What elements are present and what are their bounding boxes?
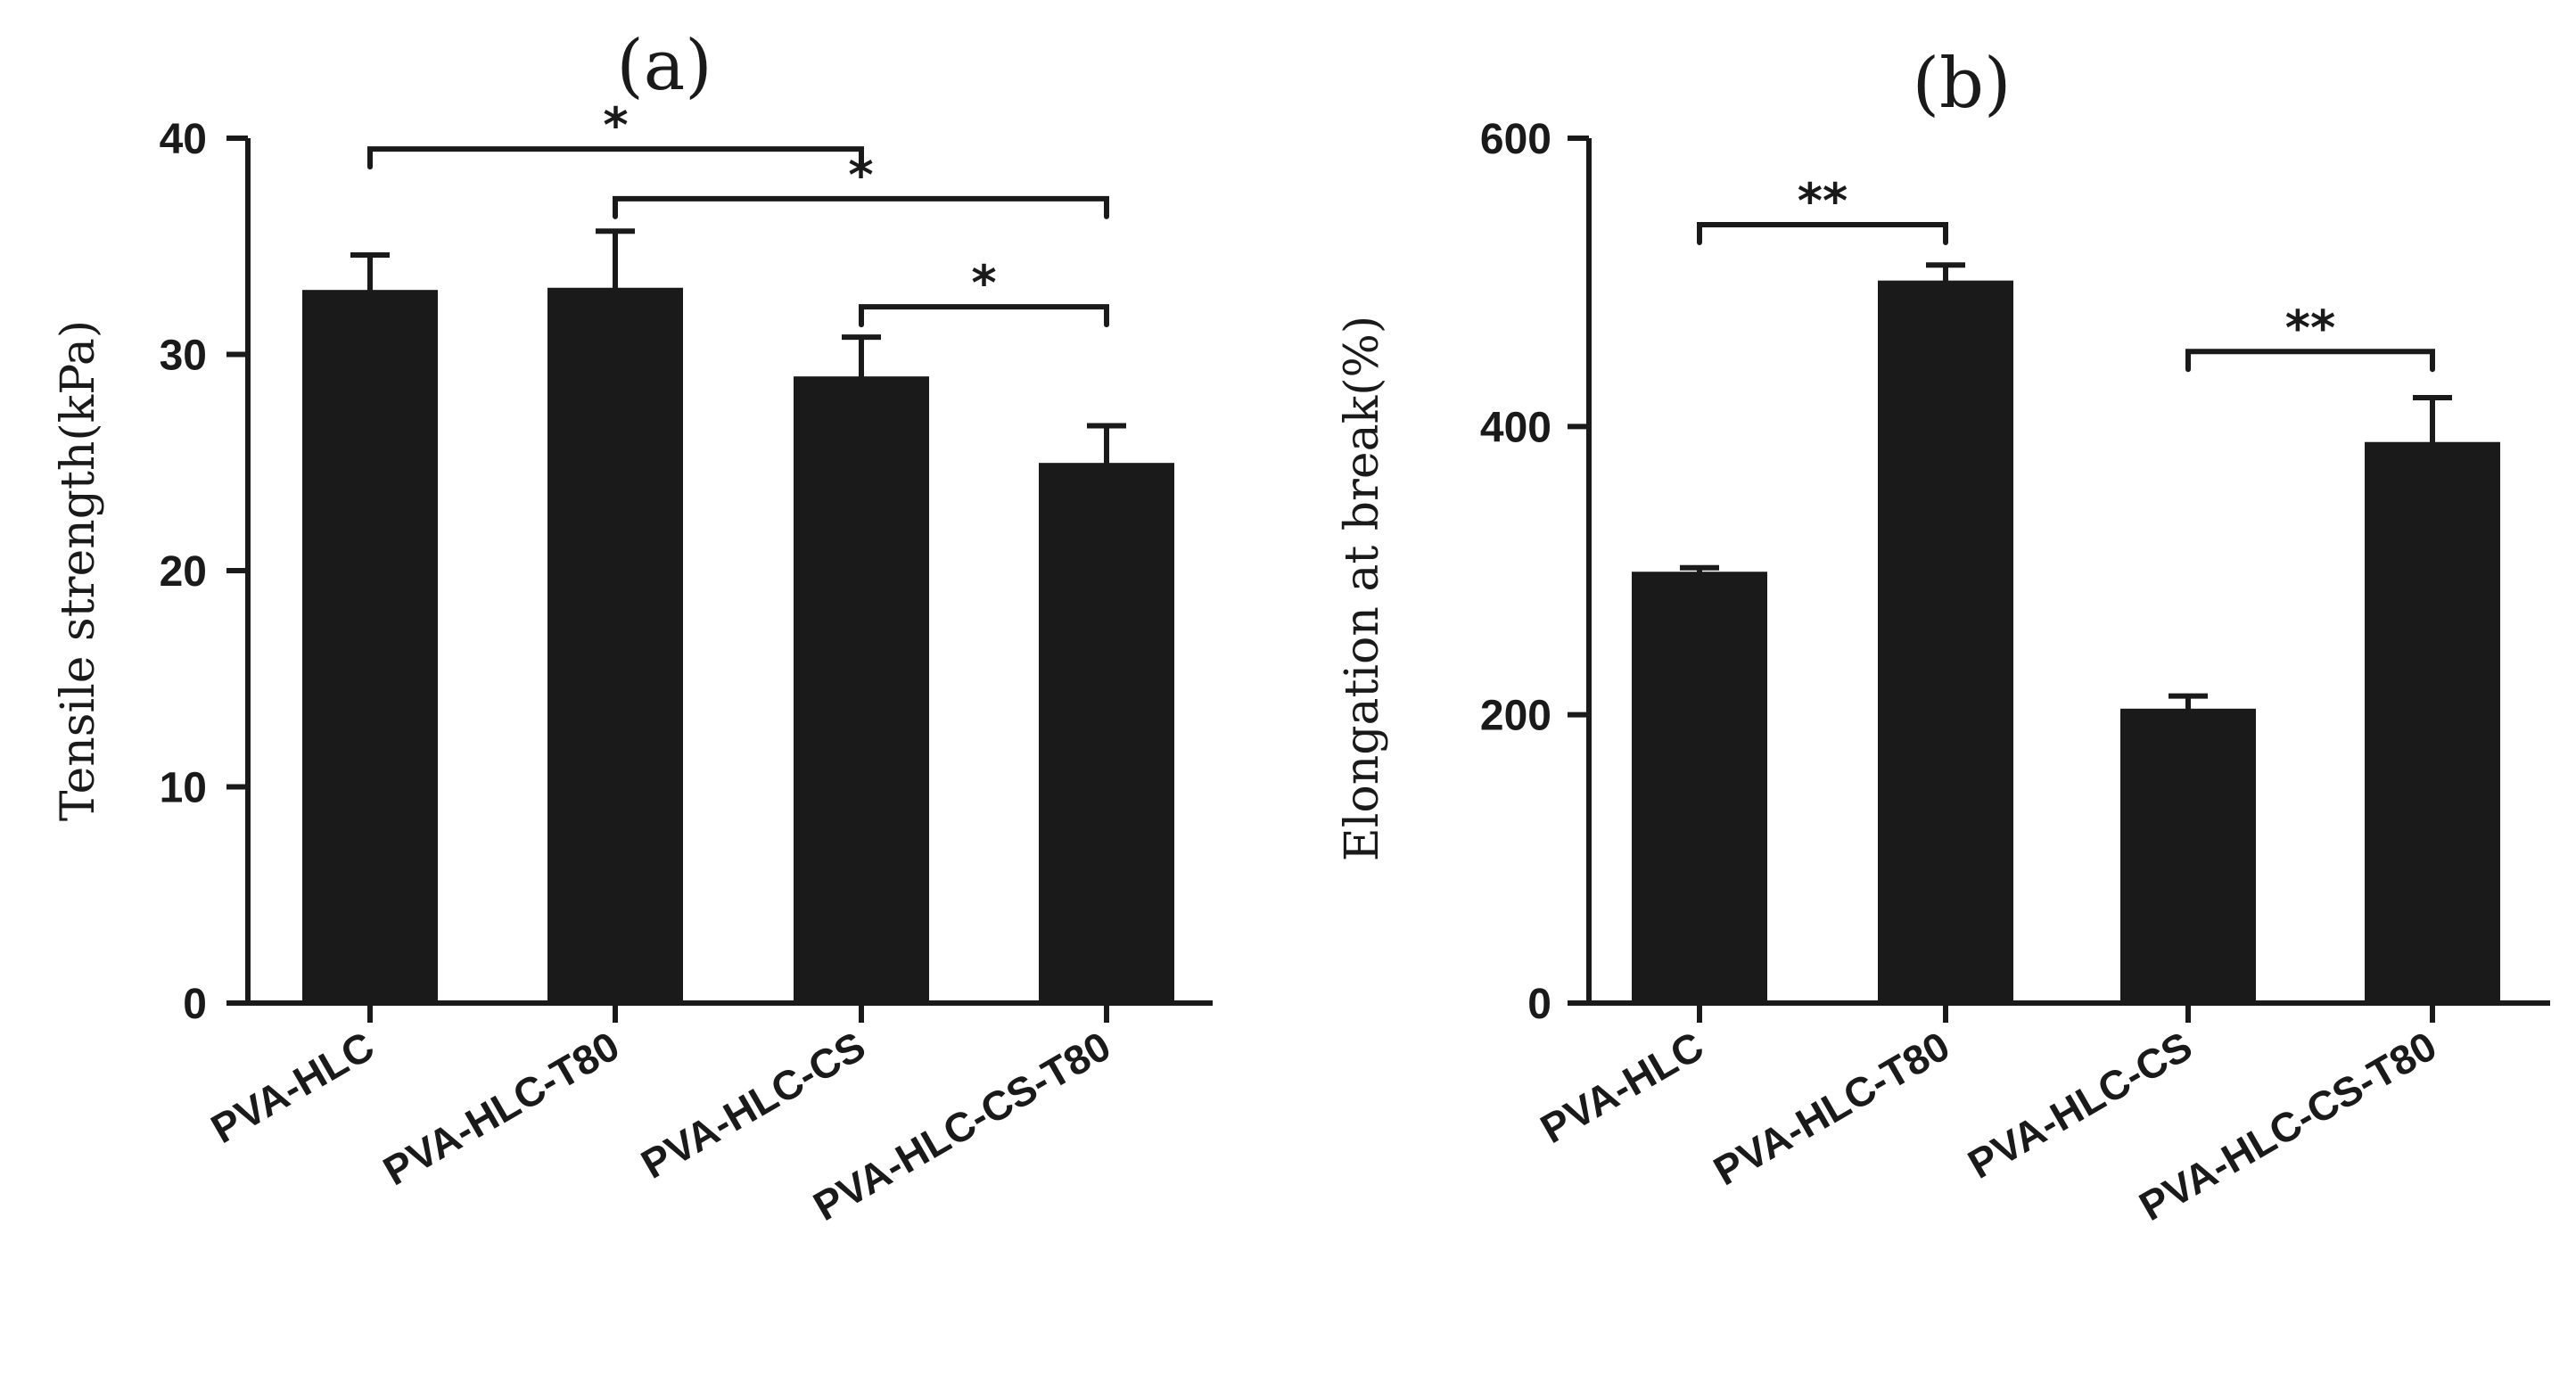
y-axis-label: Elongation at break(%) [1336,316,1389,861]
significance-label: * [603,97,628,153]
y-tick-label: 20 [160,548,207,596]
chart-title: (a) [616,26,712,106]
significance-bracket [859,304,1109,328]
significance-bracket [613,195,1109,219]
x-tick-label: PVA-HLC-CS [633,1023,873,1188]
chart-title: (b) [1913,44,2012,124]
bar [1878,280,2013,1005]
bar [1632,572,1767,1005]
y-tick-label: 200 [1480,693,1551,740]
y-tick-label: 400 [1480,404,1551,451]
significance-label: ** [1798,173,1848,229]
bar [1039,463,1174,1005]
y-tick-label: 600 [1480,116,1551,163]
significance-label: ** [2285,300,2335,356]
y-tick-label: 0 [1527,981,1551,1028]
y-axis-label: Tensile strength(kPa) [52,320,105,821]
x-tick-label: PVA-HLC-CS [1960,1023,2200,1188]
bar [794,376,929,1005]
x-tick-label: PVA-HLC [1533,1023,1711,1153]
significance-bracket [2185,349,2435,373]
significance-bracket [1697,222,1948,245]
y-tick-label: 10 [160,765,207,812]
panel-b: (b) Elongation at break(%) 0 200 400 600 PVA-H… [1336,44,2550,1230]
y-tick-label: 0 [183,981,207,1028]
panel-a: (a) Tensile strength(kPa) 0 10 20 30 40 PVA-HLC… [52,26,1213,1230]
y-tick-label: 30 [160,333,207,380]
x-tick-label: PVA-HLC [203,1023,382,1153]
bar [302,290,438,1005]
significance-bracket [367,146,864,170]
significance-label: * [848,147,873,203]
bar [2120,708,2256,1005]
y-tick-label: 40 [160,116,207,163]
bar [547,287,683,1005]
bar [2365,441,2500,1005]
x-tick-label: PVA-HLC-T80 [375,1023,627,1195]
significance-label: * [971,255,996,311]
x-tick-label: PVA-HLC-T80 [1706,1023,1957,1195]
